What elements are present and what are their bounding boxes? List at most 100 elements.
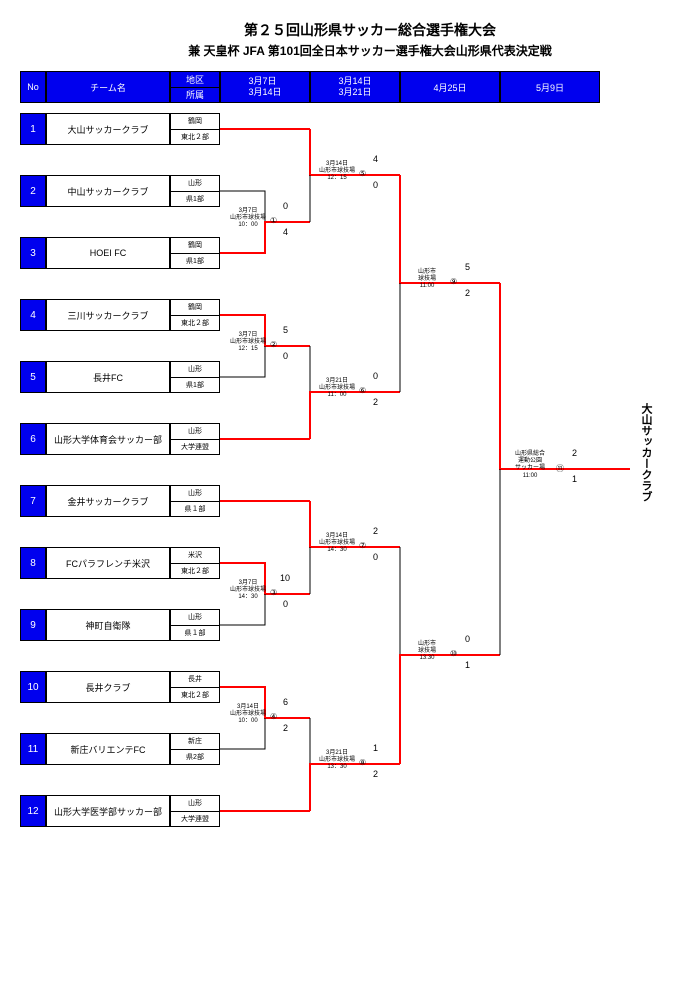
hdr-round4: 5月9日 <box>500 71 600 103</box>
m2-s1: 5 <box>283 325 288 335</box>
team-region: 鶴岡県1部 <box>170 237 220 269</box>
match3-info: 3月7日山形市球技場14：30 <box>230 580 266 602</box>
match4-info: 3月14日山形市球技場10：00 <box>230 704 266 726</box>
m11-s1: 2 <box>572 448 577 458</box>
team-name: 三川サッカークラブ <box>46 299 170 331</box>
team-no: 4 <box>20 299 46 331</box>
match7-info: 3月14日山形市球技場14：30 <box>319 533 355 555</box>
m7-s2: 0 <box>373 552 378 562</box>
team-no: 10 <box>20 671 46 703</box>
team-region: 山形大学連盟 <box>170 795 220 827</box>
team-row: 12山形大学医学部サッカー部山形大学連盟 <box>20 795 700 827</box>
match2-info: 3月7日山形市球技場12：15 <box>230 332 266 354</box>
team-name: 大山サッカークラブ <box>46 113 170 145</box>
team-name: 山形大学医学部サッカー部 <box>46 795 170 827</box>
team-no: 2 <box>20 175 46 207</box>
match5-num: ⑤ <box>359 169 366 178</box>
match11-num: ⑪ <box>556 463 564 474</box>
team-name: 中山サッカークラブ <box>46 175 170 207</box>
match6-info: 3月21日山形市球技場11：00 <box>319 378 355 400</box>
team-region: 新庄県2部 <box>170 733 220 765</box>
match10-num: ⑩ <box>450 649 457 658</box>
match1-num: ① <box>270 216 277 225</box>
team-name: 長井クラブ <box>46 671 170 703</box>
match8-num: ⑧ <box>359 758 366 767</box>
m9-s2: 2 <box>465 288 470 298</box>
m3-s2: 0 <box>283 599 288 609</box>
match5-info: 3月14日山形市球技場12：15 <box>319 161 355 183</box>
m4-s1: 6 <box>283 697 288 707</box>
match9-num: ⑨ <box>450 277 457 286</box>
team-row: 9神町自衛隊山形県１部 <box>20 609 700 641</box>
hdr-no: No <box>20 71 46 103</box>
m11-s2: 1 <box>572 474 577 484</box>
team-region: 山形県1部 <box>170 175 220 207</box>
hdr-team: チーム名 <box>46 71 170 103</box>
team-row: 1大山サッカークラブ鶴岡東北２部 <box>20 113 700 145</box>
hdr-round1: 3月7日3月14日 <box>220 71 310 103</box>
team-name: 長井FC <box>46 361 170 393</box>
m4-s2: 2 <box>283 723 288 733</box>
team-name: FCパラフレンチ米沢 <box>46 547 170 579</box>
team-region: 鶴岡東北２部 <box>170 299 220 331</box>
team-no: 12 <box>20 795 46 827</box>
team-region: 山形県1部 <box>170 361 220 393</box>
team-region: 山形県１部 <box>170 485 220 517</box>
match6-num: ⑥ <box>359 386 366 395</box>
team-no: 5 <box>20 361 46 393</box>
m9-s1: 5 <box>465 262 470 272</box>
header-row: No チーム名 地区 所属 3月7日3月14日 3月14日3月21日 4月25日… <box>20 71 700 103</box>
team-row: 3HOEI FC鶴岡県1部 <box>20 237 700 269</box>
team-row: 7金井サッカークラブ山形県１部 <box>20 485 700 517</box>
team-no: 9 <box>20 609 46 641</box>
match2-num: ② <box>270 340 277 349</box>
team-region: 長井東北２部 <box>170 671 220 703</box>
team-name: 神町自衛隊 <box>46 609 170 641</box>
team-region: 鶴岡東北２部 <box>170 113 220 145</box>
m6-s1: 0 <box>373 371 378 381</box>
team-name: 新庄バリエンテFC <box>46 733 170 765</box>
m5-s1: 4 <box>373 154 378 164</box>
team-no: 11 <box>20 733 46 765</box>
hdr-round2: 3月14日3月21日 <box>310 71 400 103</box>
team-region: 米沢東北２部 <box>170 547 220 579</box>
m1-s1: 0 <box>283 201 288 211</box>
m2-s2: 0 <box>283 351 288 361</box>
hdr-round3: 4月25日 <box>400 71 500 103</box>
match11-info: 山形県総合運動公園サッカー場11:00 <box>515 451 545 480</box>
team-region: 山形県１部 <box>170 609 220 641</box>
match4-num: ④ <box>270 712 277 721</box>
team-name: HOEI FC <box>46 237 170 269</box>
match7-num: ⑦ <box>359 541 366 550</box>
team-no: 8 <box>20 547 46 579</box>
hdr-region: 地区 所属 <box>170 71 220 103</box>
winner-label: 大山サッカークラブ <box>638 403 654 502</box>
team-no: 1 <box>20 113 46 145</box>
team-row: 2中山サッカークラブ山形県1部 <box>20 175 700 207</box>
match1-info: 3月7日山形市球技場10：00 <box>230 208 266 230</box>
team-name: 金井サッカークラブ <box>46 485 170 517</box>
title: 第２５回山形県サッカー総合選手権大会 <box>20 20 700 40</box>
m3-s1: 10 <box>280 573 290 583</box>
match8-info: 3月21日山形市球技場13：30 <box>319 750 355 772</box>
teams-container: 1大山サッカークラブ鶴岡東北２部 2中山サッカークラブ山形県1部 3HOEI F… <box>20 113 700 827</box>
m1-s2: 4 <box>283 227 288 237</box>
match3-num: ③ <box>270 588 277 597</box>
team-name: 山形大学体育会サッカー部 <box>46 423 170 455</box>
m8-s2: 2 <box>373 769 378 779</box>
team-no: 6 <box>20 423 46 455</box>
m7-s1: 2 <box>373 526 378 536</box>
team-row: 4三川サッカークラブ鶴岡東北２部 <box>20 299 700 331</box>
match10-info: 山形市球技場13:30 <box>418 641 436 663</box>
team-no: 3 <box>20 237 46 269</box>
m10-s2: 1 <box>465 660 470 670</box>
m8-s1: 1 <box>373 743 378 753</box>
m6-s2: 2 <box>373 397 378 407</box>
team-row: 6山形大学体育会サッカー部山形大学連盟 <box>20 423 700 455</box>
team-row: 8FCパラフレンチ米沢米沢東北２部 <box>20 547 700 579</box>
team-no: 7 <box>20 485 46 517</box>
match9-info: 山形市球技場11:00 <box>418 269 436 291</box>
team-row: 10長井クラブ長井東北２部 <box>20 671 700 703</box>
team-region: 山形大学連盟 <box>170 423 220 455</box>
m5-s2: 0 <box>373 180 378 190</box>
